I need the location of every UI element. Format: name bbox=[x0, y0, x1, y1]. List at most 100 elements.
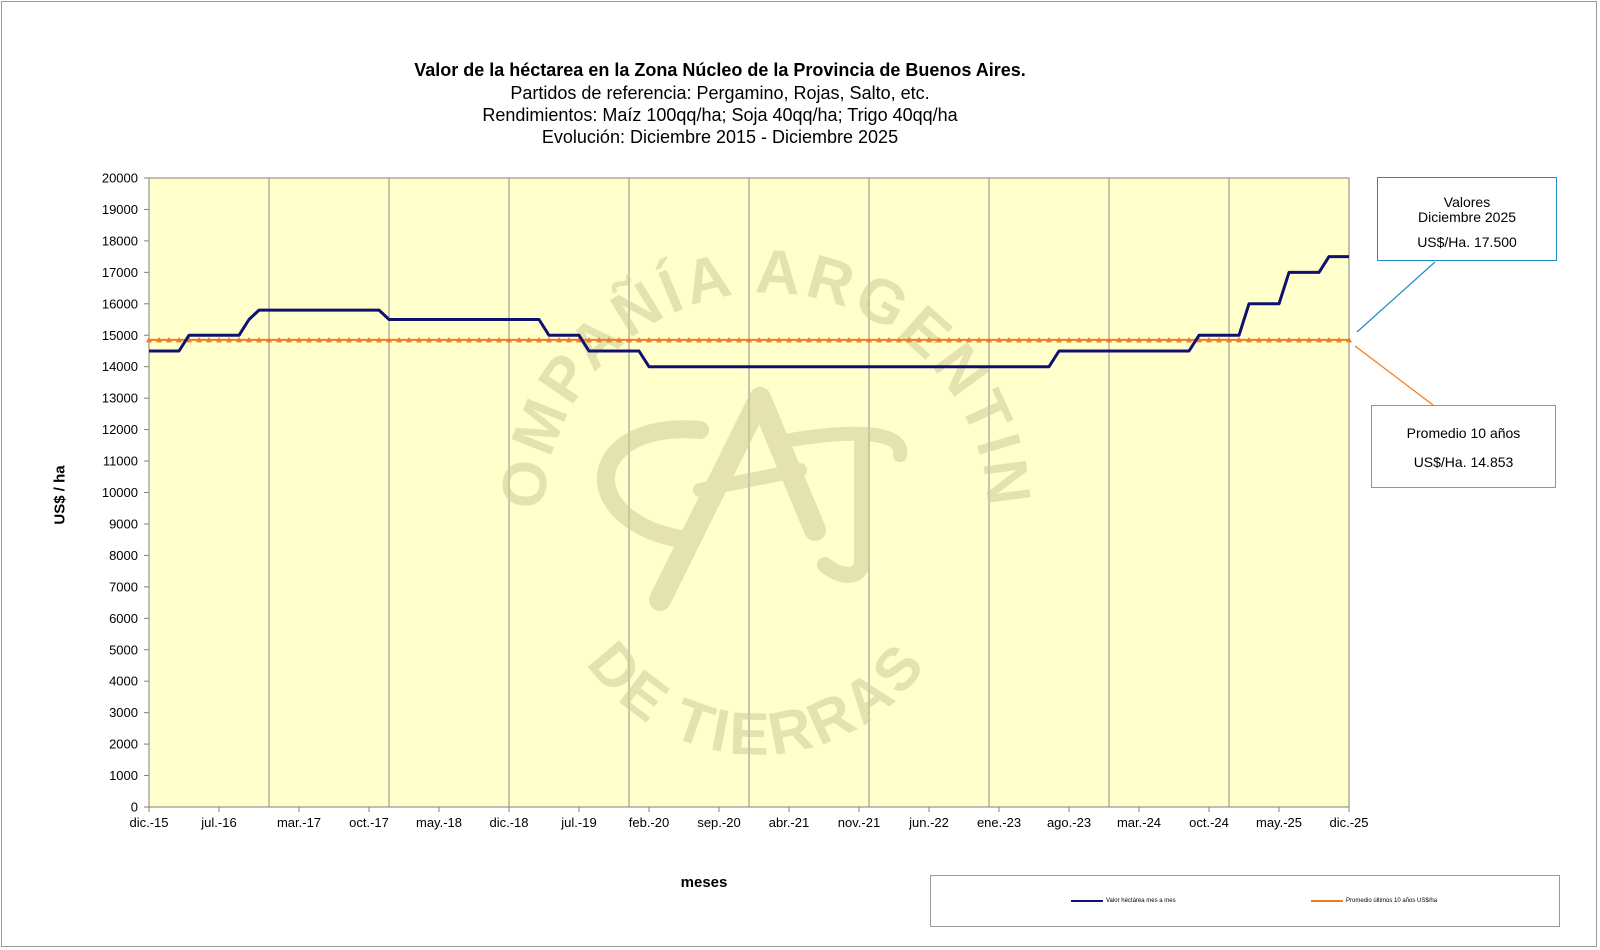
chart-legend: Valor héctárea mes a mes Promedio último… bbox=[930, 875, 1560, 927]
average-marker-75 bbox=[896, 336, 902, 343]
average-marker-110 bbox=[1246, 336, 1252, 343]
average-marker-12 bbox=[266, 336, 272, 343]
average-marker-100 bbox=[1146, 336, 1152, 343]
average-marker-118 bbox=[1326, 336, 1332, 343]
callout-average-value: Promedio 10 años US$/Ha. 14.853 bbox=[1371, 405, 1556, 488]
average-marker-86 bbox=[1006, 336, 1012, 343]
average-marker-3 bbox=[176, 336, 182, 343]
average-marker-5 bbox=[196, 336, 202, 343]
chart-title-block: Valor de la héctarea en la Zona Núcleo d… bbox=[330, 59, 1110, 148]
average-marker-63 bbox=[776, 336, 782, 343]
average-marker-105 bbox=[1196, 336, 1202, 343]
average-marker-0 bbox=[146, 336, 152, 343]
average-marker-32 bbox=[466, 336, 472, 343]
legend-label-average: Promedio últimos 10 años US$/ha bbox=[1346, 898, 1438, 904]
average-marker-67 bbox=[816, 336, 822, 343]
average-marker-33 bbox=[476, 336, 482, 343]
y-tick-label-10000: 10000 bbox=[102, 485, 138, 500]
x-axis: dic.-15 jul.-16 mar.-17 oct.-17 may.-18 dic.-… bbox=[129, 806, 1369, 830]
y-tick-label-14000: 14000 bbox=[102, 359, 138, 374]
average-marker-43 bbox=[576, 336, 582, 343]
y-tick-label-17000: 17000 bbox=[102, 265, 138, 280]
average-marker-60 bbox=[746, 336, 752, 343]
average-marker-48 bbox=[626, 336, 632, 343]
x-tick-label-2017-03: mar.-17 bbox=[277, 815, 321, 830]
average-marker-42 bbox=[566, 336, 572, 343]
average-marker-14 bbox=[286, 336, 292, 343]
average-marker-65 bbox=[796, 336, 802, 343]
x-tick-label-2018-05: may.-18 bbox=[416, 815, 462, 830]
average-marker-113 bbox=[1276, 336, 1282, 343]
x-tick-label-2024-03: mar.-24 bbox=[1117, 815, 1161, 830]
average-marker-72 bbox=[866, 336, 872, 343]
x-tick-label-2023-01: ene.-23 bbox=[977, 815, 1021, 830]
x-tick-label-2016-07: jul.-16 bbox=[200, 815, 236, 830]
average-marker-40 bbox=[546, 336, 552, 343]
average-marker-1 bbox=[156, 336, 162, 343]
average-marker-99 bbox=[1136, 336, 1142, 343]
legend-entry-average: Promedio últimos 10 años US$/ha bbox=[1311, 898, 1437, 904]
average-marker-34 bbox=[486, 336, 492, 343]
average-marker-66 bbox=[806, 336, 812, 343]
average-marker-6 bbox=[206, 336, 212, 343]
callout-average-line-2: US$/Ha. 14.853 bbox=[1413, 454, 1514, 470]
average-marker-31 bbox=[456, 336, 462, 343]
y-tick-label-6000: 6000 bbox=[109, 611, 138, 626]
average-marker-80 bbox=[946, 336, 952, 343]
y-tick-label-9000: 9000 bbox=[109, 516, 138, 531]
average-marker-64 bbox=[786, 336, 792, 343]
average-marker-88 bbox=[1026, 336, 1032, 343]
average-marker-96 bbox=[1106, 336, 1112, 343]
average-marker-83 bbox=[976, 336, 982, 343]
average-marker-39 bbox=[536, 336, 542, 343]
average-marker-116 bbox=[1306, 336, 1312, 343]
average-marker-102 bbox=[1166, 336, 1172, 343]
callout-average-line-1: Promedio 10 años bbox=[1406, 425, 1521, 441]
average-marker-2 bbox=[166, 336, 172, 343]
average-marker-73 bbox=[876, 336, 882, 343]
x-tick-label-2021-04: abr.-21 bbox=[769, 815, 809, 830]
x-tick-label-2018-12: dic.-18 bbox=[489, 815, 528, 830]
average-marker-58 bbox=[726, 336, 732, 343]
average-marker-104 bbox=[1186, 336, 1192, 343]
y-tick-label-20000: 20000 bbox=[102, 171, 138, 186]
average-marker-25 bbox=[396, 336, 402, 343]
chart-subtitle-1: Partidos de referencia: Pergamino, Rojas… bbox=[510, 83, 930, 103]
callout-current-line-2: Diciembre 2025 bbox=[1417, 209, 1517, 225]
callout-leaders bbox=[1354, 261, 1436, 406]
average-marker-7 bbox=[216, 336, 222, 343]
y-tick-label-18000: 18000 bbox=[102, 233, 138, 248]
average-marker-50 bbox=[646, 336, 652, 343]
average-marker-117 bbox=[1316, 336, 1322, 343]
average-marker-107 bbox=[1216, 336, 1222, 343]
average-marker-111 bbox=[1256, 336, 1262, 343]
average-marker-90 bbox=[1046, 336, 1052, 343]
average-marker-16 bbox=[306, 336, 312, 343]
average-marker-10 bbox=[246, 336, 252, 343]
average-marker-57 bbox=[716, 336, 722, 343]
y-tick-label-13000: 13000 bbox=[102, 391, 138, 406]
average-marker-109 bbox=[1236, 336, 1242, 343]
average-marker-24 bbox=[386, 336, 392, 343]
average-marker-46 bbox=[606, 336, 612, 343]
average-marker-36 bbox=[506, 336, 512, 343]
average-marker-79 bbox=[936, 336, 942, 343]
average-marker-27 bbox=[416, 336, 422, 343]
callout-current-value: Valores Diciembre 2025 US$/Ha. 17.500 bbox=[1377, 177, 1557, 261]
average-marker-112 bbox=[1266, 336, 1272, 343]
callout-current-line-1: Valores bbox=[1443, 194, 1491, 210]
x-tick-label-2017-10: oct.-17 bbox=[349, 815, 389, 830]
average-marker-15 bbox=[296, 336, 302, 343]
average-marker-53 bbox=[676, 336, 682, 343]
average-marker-106 bbox=[1206, 336, 1212, 343]
average-marker-95 bbox=[1096, 336, 1102, 343]
average-marker-4 bbox=[186, 336, 192, 343]
x-tick-label-2024-10: oct.-24 bbox=[1189, 815, 1229, 830]
average-marker-23 bbox=[376, 336, 382, 343]
y-axis-label: US$ / ha bbox=[51, 465, 69, 525]
y-tick-label-5000: 5000 bbox=[109, 642, 138, 657]
x-tick-label-2025-05: may.-25 bbox=[1256, 815, 1302, 830]
y-tick-label-12000: 12000 bbox=[102, 422, 138, 437]
average-marker-70 bbox=[846, 336, 852, 343]
leader-average bbox=[1354, 345, 1434, 406]
